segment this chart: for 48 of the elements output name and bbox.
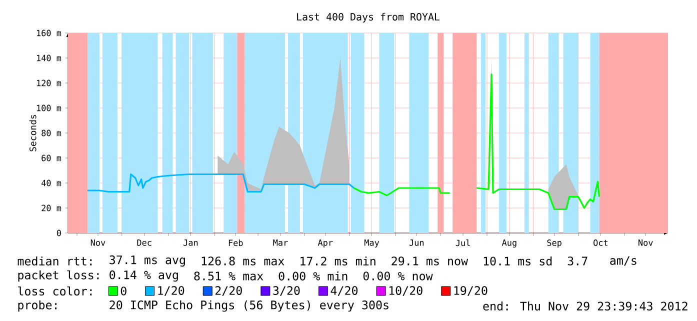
text: probe:	[18, 300, 57, 312]
text: median rtt:	[18, 256, 92, 266]
x-tick-label: Sep	[547, 240, 562, 248]
text: 17.2 ms min	[300, 256, 376, 266]
y-tick-label: 160 m	[37, 30, 62, 36]
x-tick-label: Nov	[90, 240, 106, 246]
x-tick-label: Jul	[456, 240, 470, 246]
x-tick-label: Feb	[228, 240, 243, 246]
y-tick-label: 0	[56, 230, 61, 236]
y-tick-label: 120 m	[37, 80, 62, 86]
text: 20 ICMP Echo Pings (56 Bytes) every 300s	[110, 300, 388, 312]
x-tick-label: Dec	[137, 240, 152, 246]
x-tick-label: Oct	[594, 240, 608, 246]
legend-label: 1/20	[158, 286, 184, 296]
text: 10.1 ms sd	[484, 256, 552, 266]
x-tick-label: Nov	[638, 240, 653, 246]
x-tick-label: Aug	[502, 240, 516, 248]
x-tick-label: Mar	[273, 240, 288, 246]
text: 0.14 % avg	[110, 270, 178, 282]
legend-title: loss color:	[18, 286, 92, 296]
legend-label: 4/20	[330, 286, 358, 296]
legend-label: 19/20	[454, 286, 488, 296]
x-tick-label: Apr	[318, 240, 333, 248]
text: am/s	[610, 256, 636, 266]
text: 8.51 % max	[194, 272, 264, 280]
text: 0.00 % now	[363, 272, 433, 280]
y-tick-label: 60 m	[42, 154, 62, 162]
text: 0.00 % min	[278, 271, 348, 281]
legend-label: 3/20	[273, 286, 300, 296]
text: 29.1 ms now	[392, 256, 468, 266]
legend-label: 10/20	[389, 286, 422, 296]
text: 3.7	[568, 256, 588, 266]
chart-title: Last 400 Days from ROYAL	[297, 12, 440, 23]
text: end: Thu Nov 29 23:39:43 2012	[483, 301, 688, 311]
text: 126.8 ms max	[202, 256, 284, 266]
x-tick-label: Jan	[184, 240, 198, 246]
x-tick-label: Jun	[409, 240, 424, 246]
x-tick-label: May	[364, 240, 380, 248]
y-tick-label: 140 m	[37, 54, 62, 62]
y-tick-label: 20 m	[42, 204, 62, 212]
y-axis-title: Seconds	[29, 114, 36, 152]
y-tick-label: 40 m	[42, 180, 62, 186]
text: packet loss:	[18, 270, 99, 282]
text: 37.1 ms avg	[110, 255, 185, 267]
y-tick-label: 100 m	[37, 104, 62, 112]
y-tick-label: 80 m	[42, 130, 62, 136]
legend-label: 2/20	[215, 286, 242, 296]
legend-label: 0	[120, 286, 126, 296]
